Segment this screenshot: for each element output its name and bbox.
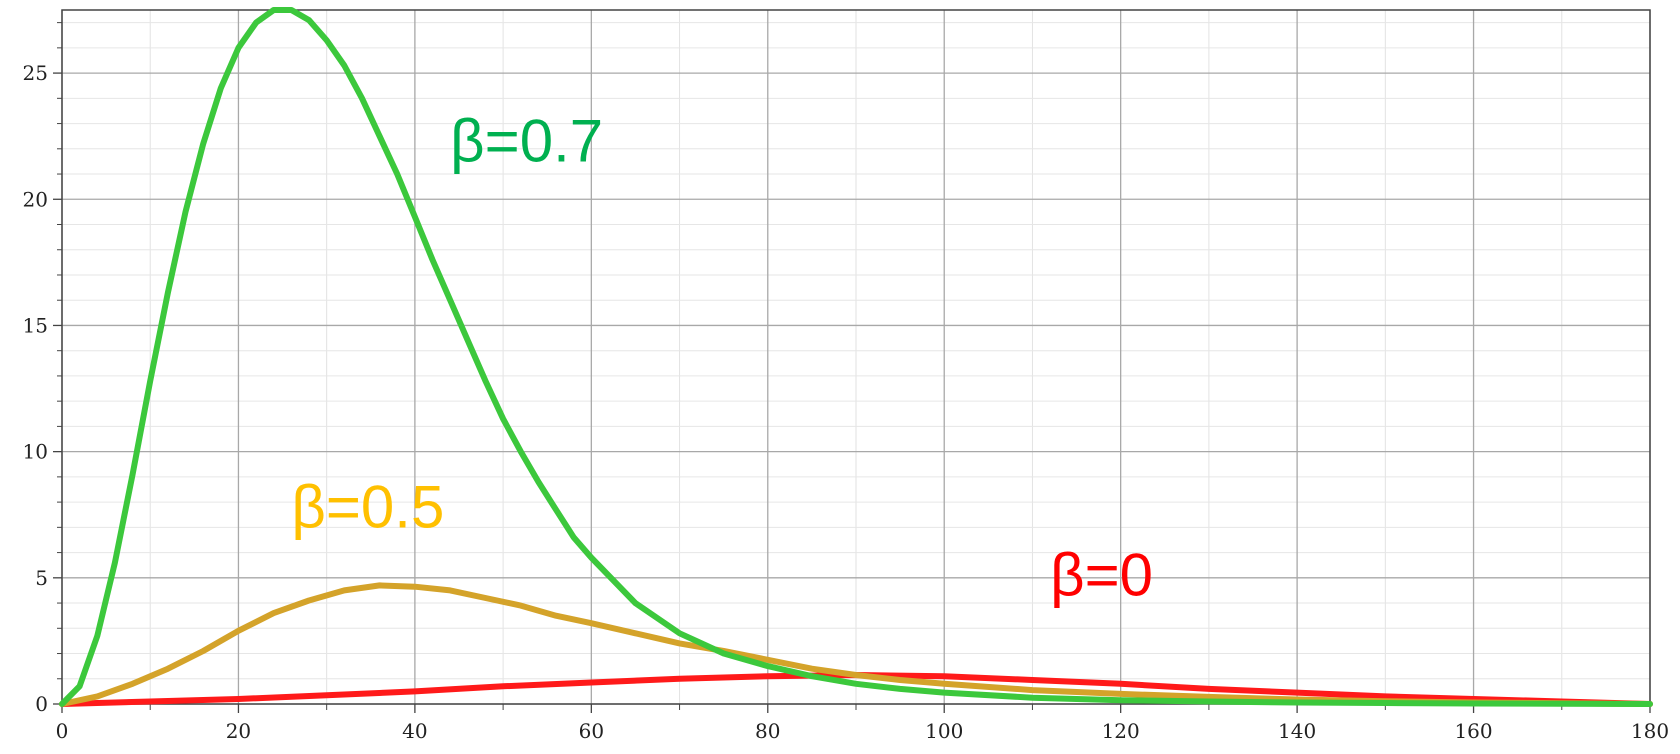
series-layer (59, 7, 1653, 707)
x-tick-label: 140 (1278, 719, 1316, 743)
series-line (59, 582, 1653, 707)
y-tick-label: 5 (35, 566, 48, 590)
annotation-layer: β=0.7 β=0.5 β=0 (291, 107, 1153, 608)
x-tick-label: 80 (755, 719, 780, 743)
minor-gridlines (62, 10, 1650, 704)
y-tick-label: 10 (23, 440, 48, 464)
x-tick-label: 180 (1631, 719, 1669, 743)
y-tick-label: 15 (23, 313, 48, 337)
series-annotation-label: β=0 (1050, 541, 1153, 608)
x-tick-label: 20 (226, 719, 251, 743)
x-tick-label: 60 (579, 719, 604, 743)
series-annotation-label: β=0.5 (291, 473, 444, 540)
y-tick-label: 25 (23, 61, 48, 85)
y-tick-label: 0 (35, 692, 48, 716)
y-tick-label: 20 (23, 187, 48, 211)
y-axis-tick-labels: 0 5 10 15 20 25 (23, 61, 48, 716)
series-line (59, 7, 1653, 707)
series-annotation-label: β=0.7 (450, 107, 603, 174)
x-tick-label: 0 (56, 719, 69, 743)
x-tick-label: 160 (1454, 719, 1492, 743)
x-axis-tick-labels: 0 20 40 60 80 100 120 140 160 180 (56, 719, 1669, 743)
x-tick-label: 120 (1102, 719, 1140, 743)
x-tick-label: 100 (925, 719, 963, 743)
x-tick-label: 40 (402, 719, 427, 743)
